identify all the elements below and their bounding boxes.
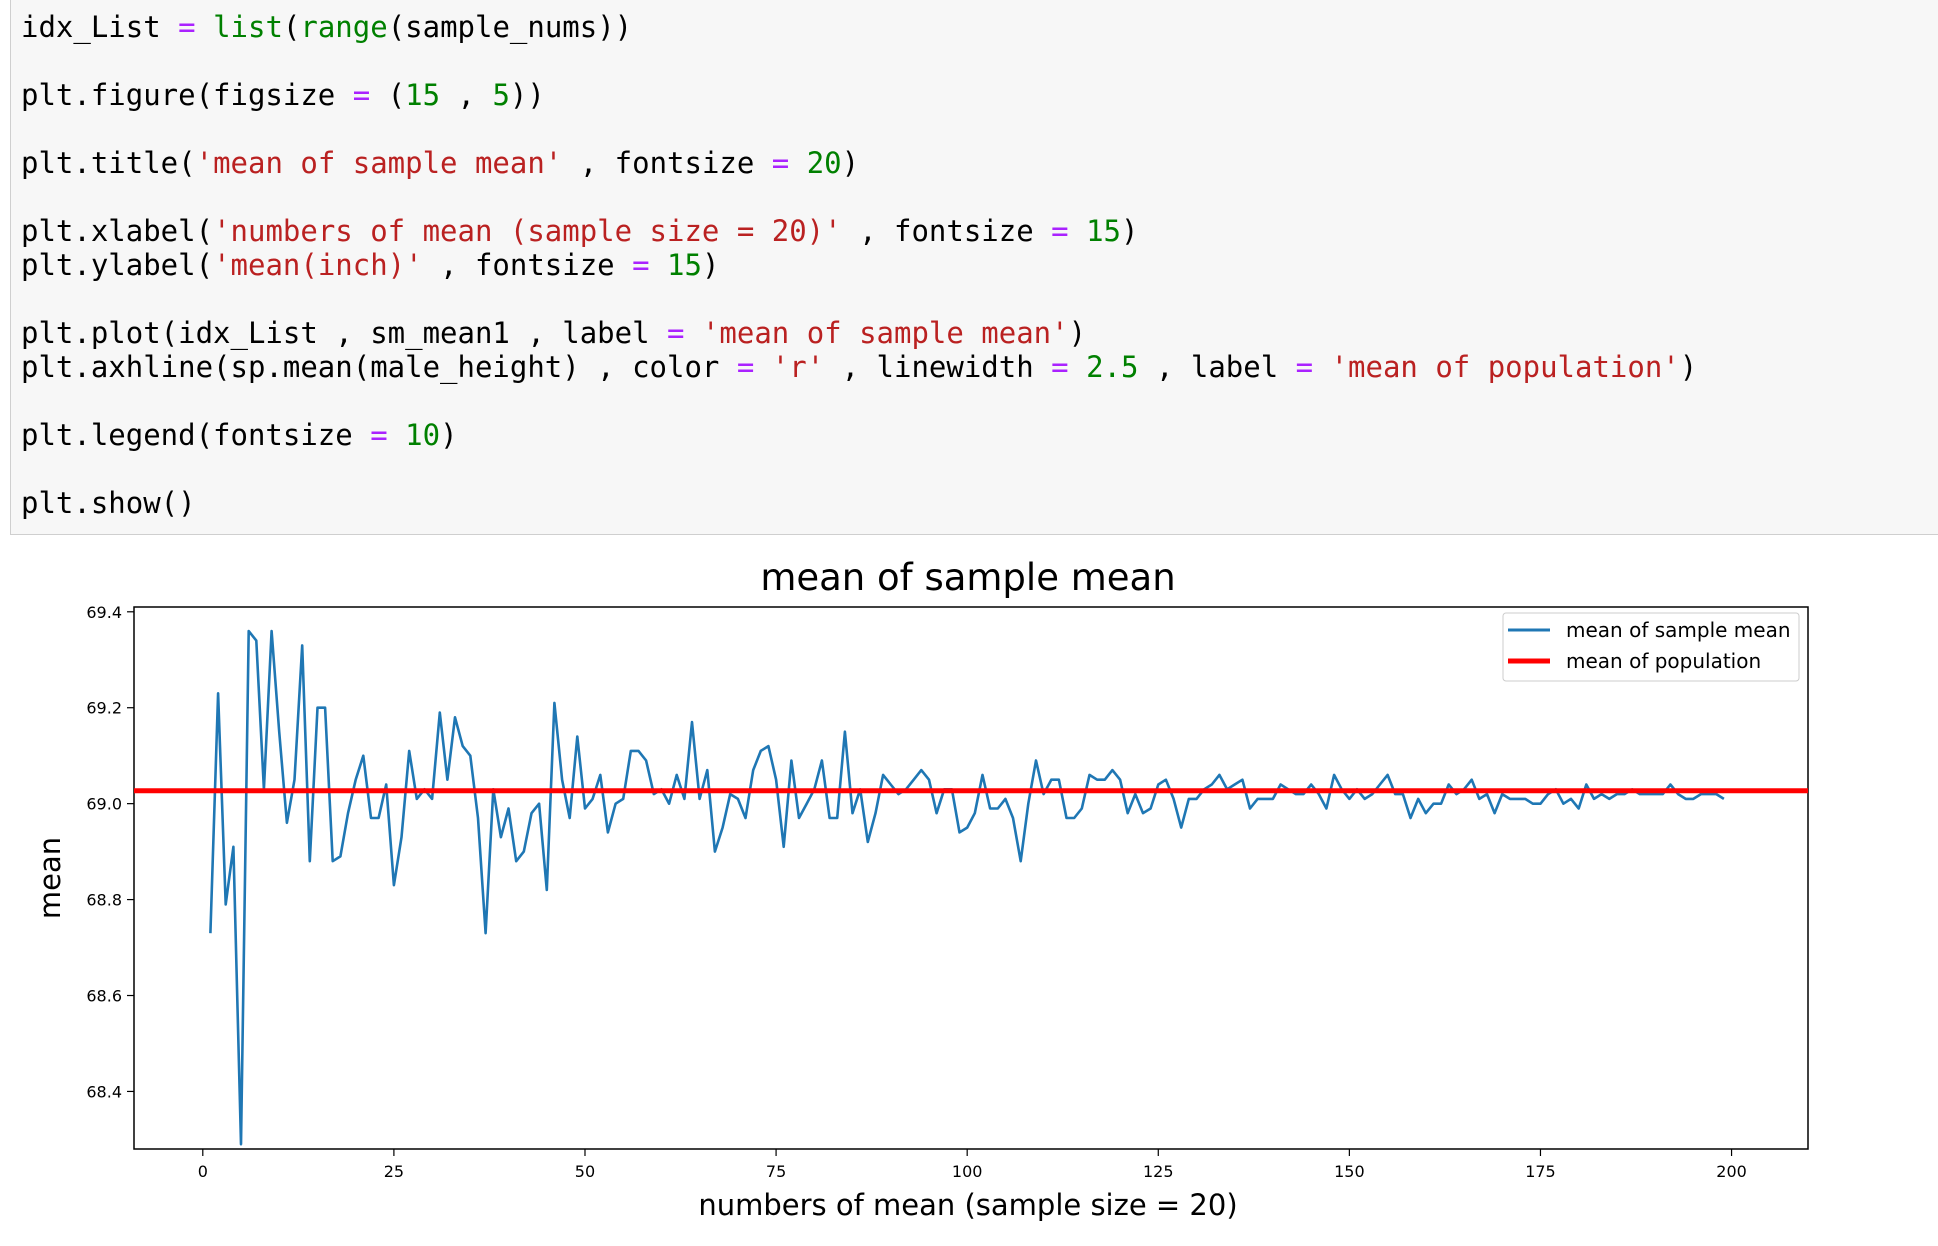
code-token: )	[1068, 316, 1087, 350]
legend: mean of sample mean mean of population	[1502, 612, 1800, 682]
x-tick-label: 150	[1334, 1162, 1365, 1181]
code-token: idx_List	[21, 10, 179, 44]
code-token: (	[282, 10, 301, 44]
code-token: 'numbers of mean (sample size = 20)'	[213, 214, 842, 248]
code-token: plt.figure(figsize	[21, 78, 353, 112]
code-line[interactable]: plt.ylabel('mean(inch)' , fontsize = 15)	[21, 248, 719, 282]
code-token: 15	[405, 78, 441, 112]
code-token: plt.show()	[21, 486, 196, 520]
y-tick-label: 68.4	[86, 1082, 122, 1101]
y-tick-label: 69.0	[86, 795, 122, 814]
code-token: 10	[405, 418, 441, 452]
code-token: 'mean of population'	[1330, 350, 1680, 384]
code-token: 'mean(inch)'	[213, 248, 423, 282]
code-token: 15	[1086, 214, 1121, 248]
code-token: 5	[492, 78, 510, 112]
x-tick-label: 200	[1716, 1162, 1747, 1181]
code-token: plt.plot(idx_List , sm_mean1 , label	[21, 316, 668, 350]
plot-lines	[134, 629, 1808, 1146]
x-tick-label: 125	[1143, 1162, 1174, 1181]
code-token: =	[667, 316, 685, 350]
code-token: )	[841, 146, 860, 180]
series-line-sample-mean	[209, 629, 1725, 1146]
x-tick-label: 175	[1525, 1162, 1556, 1181]
code-token: =	[1051, 350, 1069, 384]
y-axis-label: mean	[33, 837, 67, 919]
code-token: 'r'	[771, 350, 825, 384]
code-token: )	[1120, 214, 1139, 248]
code-token: )	[440, 418, 458, 452]
x-tick-label: 75	[766, 1162, 786, 1181]
code-token: range	[300, 10, 388, 44]
code-token: =	[370, 418, 388, 452]
code-token: 2.5	[1086, 350, 1139, 384]
x-tick-label: 50	[575, 1162, 595, 1181]
code-line[interactable]: plt.show()	[21, 486, 196, 520]
code-line[interactable]: plt.xlabel('numbers of mean (sample size…	[21, 214, 1138, 248]
plot-area-frame	[133, 606, 1809, 1150]
code-token: =	[1051, 214, 1069, 248]
code-token: 20	[806, 146, 842, 180]
code-token: 15	[667, 248, 702, 282]
code-token: plt.ylabel(	[21, 248, 214, 282]
y-tick-label: 69.2	[86, 699, 122, 718]
y-tick-label: 68.6	[86, 987, 122, 1006]
code-token: , linewidth	[824, 350, 1052, 384]
x-ticks: 0 25 50 75 100 125 150 175 200	[198, 1149, 1747, 1181]
code-token: , fontsize	[841, 214, 1052, 248]
code-token: plt.axhline(sp.mean(male_height) , color	[21, 350, 737, 384]
code-token: , fontsize	[562, 146, 772, 180]
code-line[interactable]: plt.axhline(sp.mean(male_height) , color…	[21, 350, 1697, 384]
legend-label-population: mean of population	[1566, 649, 1761, 673]
code-token: plt.title(	[21, 146, 196, 180]
code-line[interactable]: plt.title('mean of sample mean' , fontsi…	[21, 146, 859, 180]
code-token: , fontsize	[422, 248, 633, 282]
code-cell[interactable]: idx_List = list(range(sample_nums)) plt.f…	[10, 0, 1938, 535]
code-token: ,	[440, 78, 493, 112]
code-line[interactable]: idx_List = list(range(sample_nums))	[21, 10, 632, 44]
x-tick-label: 25	[384, 1162, 404, 1181]
code-token: (sample_nums))	[387, 10, 633, 44]
x-tick-label: 0	[198, 1162, 208, 1181]
code-token: 'mean of sample mean'	[195, 146, 563, 180]
code-token: )	[1679, 350, 1698, 384]
x-tick-label: 100	[952, 1162, 983, 1181]
legend-label-sample-mean: mean of sample mean	[1566, 618, 1791, 642]
code-token: =	[352, 78, 371, 112]
y-tick-label: 69.4	[86, 603, 122, 622]
code-token: 'mean of sample mean'	[701, 316, 1069, 350]
code-token: =	[736, 350, 755, 384]
code-token: list	[213, 10, 283, 44]
code-token: )	[701, 248, 720, 282]
y-tick-label: 68.8	[86, 891, 122, 910]
code-token: plt.xlabel(	[21, 214, 214, 248]
code-token: (	[370, 78, 406, 112]
code-token: =	[1295, 350, 1314, 384]
code-token: plt.legend(fontsize	[21, 418, 371, 452]
x-axis-label: numbers of mean (sample size = 20)	[698, 1188, 1237, 1222]
code-line[interactable]: plt.figure(figsize = (15 , 5))	[21, 78, 545, 112]
code-token: ))	[509, 78, 545, 112]
code-token: , label	[1138, 350, 1296, 384]
code-line[interactable]: plt.legend(fontsize = 10)	[21, 418, 458, 452]
chart-title: mean of sample mean	[760, 556, 1175, 599]
code-token: =	[771, 146, 790, 180]
legend-box	[1502, 612, 1800, 682]
code-line[interactable]: plt.plot(idx_List , sm_mean1 , label = '…	[21, 316, 1086, 350]
code-token: =	[632, 248, 650, 282]
y-ticks: 68.4 68.6 68.8 69.0 69.2 69.4	[86, 603, 134, 1101]
code-token: =	[178, 10, 196, 44]
